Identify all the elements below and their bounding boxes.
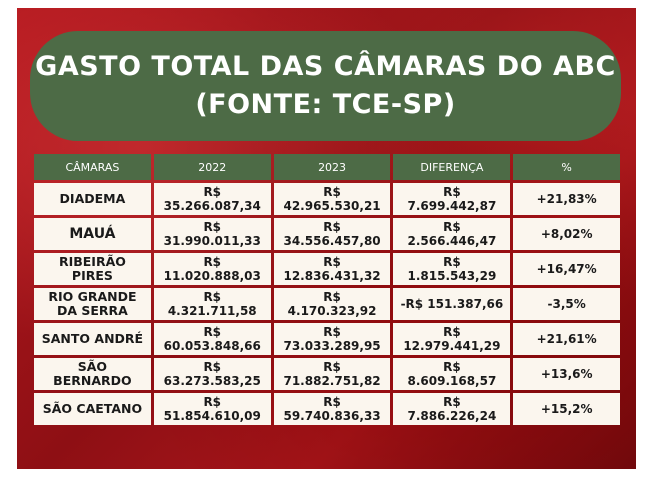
value-2023: R$ 34.556.457,80 xyxy=(273,218,391,250)
value-2023: R$ 73.033.289,95 xyxy=(273,323,391,355)
value-diferenca: -R$ 151.387,66 xyxy=(393,288,511,320)
table-row: SANTO ANDRÉ R$ 60.053.848,66 R$ 73.033.2… xyxy=(34,323,620,355)
value-2022: R$ 51.854.610,09 xyxy=(153,393,271,425)
camara-name: SANTO ANDRÉ xyxy=(34,323,151,355)
value-diferenca: R$ 7.886.226,24 xyxy=(393,393,511,425)
table-row: MAUÁ R$ 31.990.011,33 R$ 34.556.457,80 R… xyxy=(34,218,620,250)
value-2022: R$ 11.020.888,03 xyxy=(153,253,271,285)
title-line-1: GASTO TOTAL DAS CÂMARAS DO ABC xyxy=(35,51,616,82)
table-row: RIO GRANDE DA SERRA R$ 4.321.711,58 R$ 4… xyxy=(34,288,620,320)
value-percent: +21,83% xyxy=(513,183,620,215)
header-camaras: CÂMARAS xyxy=(34,154,151,180)
expenses-table: CÂMARAS 2022 2023 DIFERENÇA % DIADEMA R$… xyxy=(31,151,623,428)
value-diferenca: R$ 8.609.168,57 xyxy=(393,358,511,390)
header-2023: 2023 xyxy=(273,154,391,180)
value-2023: R$ 4.170.323,92 xyxy=(273,288,391,320)
title-banner: GASTO TOTAL DAS CÂMARAS DO ABC (FONTE: T… xyxy=(30,31,621,141)
value-2023: R$ 12.836.431,32 xyxy=(273,253,391,285)
value-percent: -3,5% xyxy=(513,288,620,320)
table-row: SÃO CAETANO R$ 51.854.610,09 R$ 59.740.8… xyxy=(34,393,620,425)
camara-name: SÃO CAETANO xyxy=(34,393,151,425)
value-2022: R$ 35.266.087,34 xyxy=(153,183,271,215)
header-2022: 2022 xyxy=(153,154,271,180)
header-percent: % xyxy=(513,154,620,180)
value-2023: R$ 42.965.530,21 xyxy=(273,183,391,215)
value-2022: R$ 60.053.848,66 xyxy=(153,323,271,355)
camara-name: DIADEMA xyxy=(34,183,151,215)
value-2022: R$ 4.321.711,58 xyxy=(153,288,271,320)
value-percent: +16,47% xyxy=(513,253,620,285)
value-2022: R$ 31.990.011,33 xyxy=(153,218,271,250)
value-percent: +13,6% xyxy=(513,358,620,390)
value-2022: R$ 63.273.583,25 xyxy=(153,358,271,390)
table-row: SÃO BERNARDO R$ 63.273.583,25 R$ 71.882.… xyxy=(34,358,620,390)
title-line-2: (FONTE: TCE-SP) xyxy=(195,89,456,120)
table-row: DIADEMA R$ 35.266.087,34 R$ 42.965.530,2… xyxy=(34,183,620,215)
camara-name: SÃO BERNARDO xyxy=(34,358,151,390)
value-percent: +8,02% xyxy=(513,218,620,250)
value-percent: +15,2% xyxy=(513,393,620,425)
camara-name: MAUÁ xyxy=(34,218,151,250)
table-row: RIBEIRÃO PIRES R$ 11.020.888,03 R$ 12.83… xyxy=(34,253,620,285)
poster-background: GASTO TOTAL DAS CÂMARAS DO ABC (FONTE: T… xyxy=(17,8,636,469)
value-diferenca: R$ 12.979.441,29 xyxy=(393,323,511,355)
value-diferenca: R$ 7.699.442,87 xyxy=(393,183,511,215)
value-2023: R$ 59.740.836,33 xyxy=(273,393,391,425)
camara-name: RIBEIRÃO PIRES xyxy=(34,253,151,285)
header-diferenca: DIFERENÇA xyxy=(393,154,511,180)
value-percent: +21,61% xyxy=(513,323,620,355)
value-2023: R$ 71.882.751,82 xyxy=(273,358,391,390)
value-diferenca: R$ 1.815.543,29 xyxy=(393,253,511,285)
camara-name: RIO GRANDE DA SERRA xyxy=(34,288,151,320)
value-diferenca: R$ 2.566.446,47 xyxy=(393,218,511,250)
table-header-row: CÂMARAS 2022 2023 DIFERENÇA % xyxy=(34,154,620,180)
